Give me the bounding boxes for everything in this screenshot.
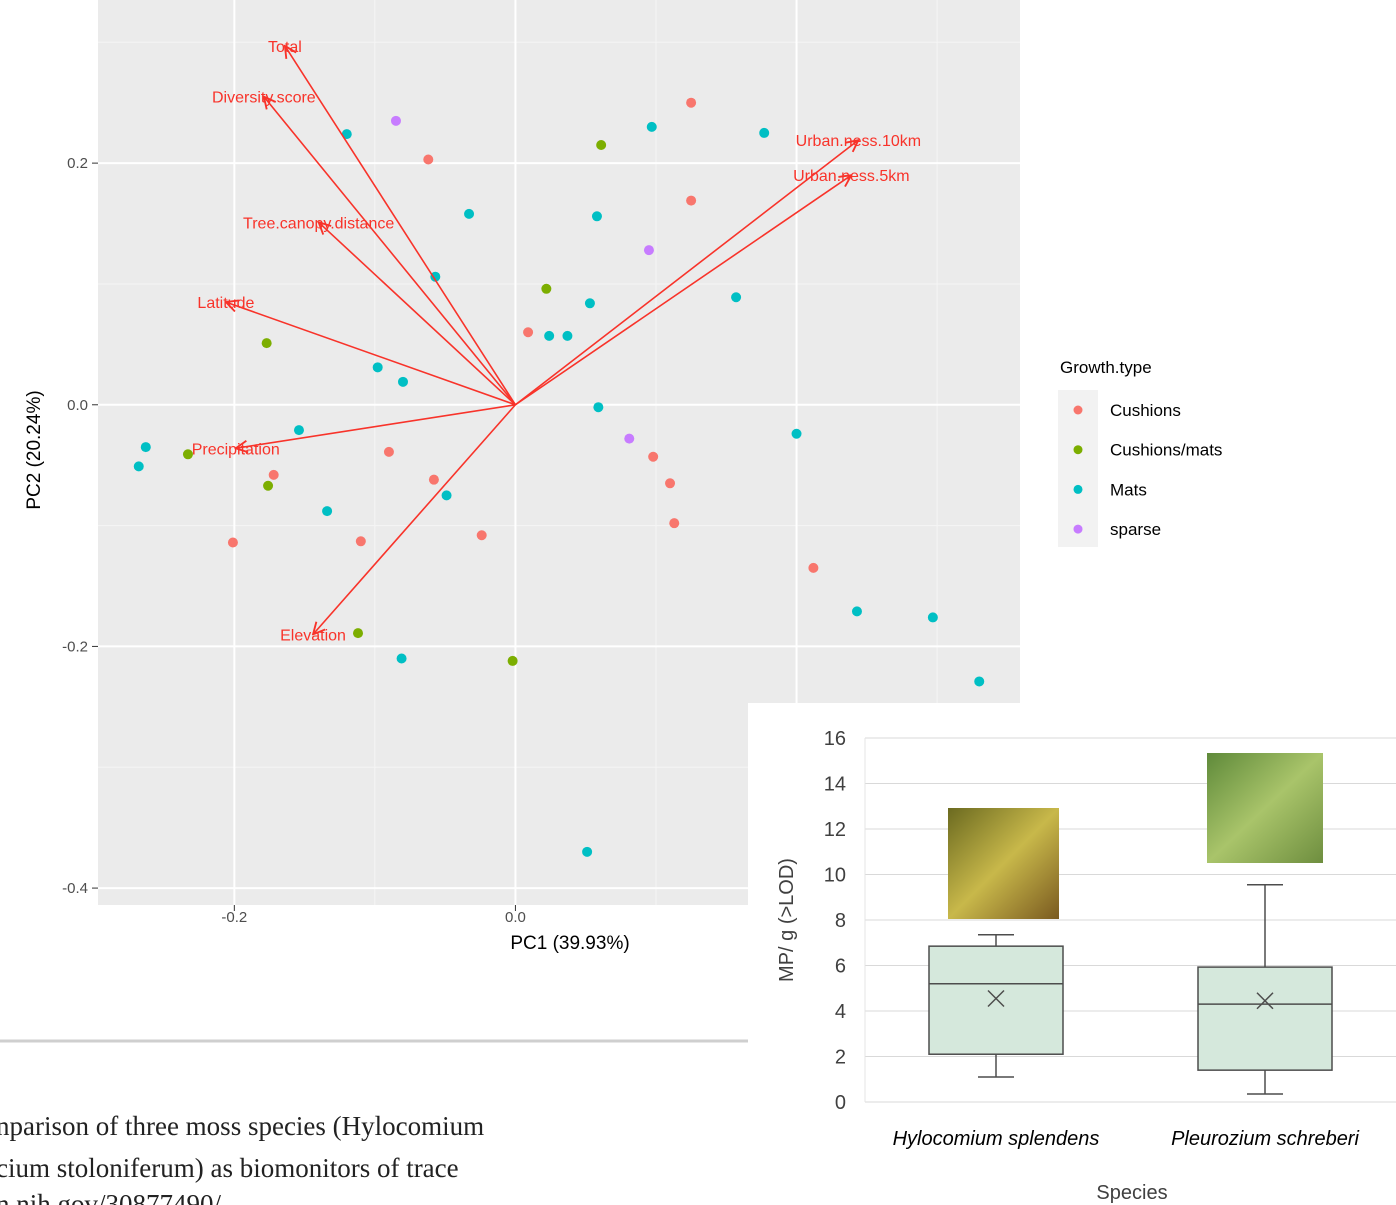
y-tick-label: 14 [824,774,846,796]
y-tick-label: 16 [824,728,846,750]
point [585,298,595,308]
y-tick-label: 12 [824,819,846,841]
point [373,362,383,372]
x-axis-title: PC1 (39.93%) [510,933,629,954]
point [356,536,366,546]
point [596,140,606,150]
point [397,654,407,664]
point [669,518,679,528]
loading-label: Elevation [280,627,346,644]
x-tick-label: 0.0 [505,909,526,926]
point [665,478,675,488]
y-tick-label: 2 [835,1047,846,1069]
point [928,612,938,622]
point [759,128,769,138]
y-tick-label: 0.2 [67,155,88,172]
point [384,447,394,457]
point [429,475,439,485]
point [593,402,603,412]
y-tick-label: -0.2 [62,638,88,655]
point [134,461,144,471]
legend-label: Mats [1110,480,1147,499]
point [541,284,551,294]
x-tick-label: Pleurozium schreberi [1171,1128,1359,1150]
point [648,452,658,462]
x-tick-label: Hylocomium splendens [893,1128,1100,1150]
loading-label: Total [268,39,302,56]
point [686,98,696,108]
legend-title: Growth.type [1060,358,1152,377]
x-tick-label: -0.2 [221,909,247,926]
y-tick-label: -0.4 [62,880,88,897]
x-axis-title: Species [1096,1182,1167,1204]
y-tick-label: 4 [835,1001,846,1023]
legend-swatch [1074,525,1083,534]
loading-label: Urban.ness.5km [793,168,910,185]
loading-label: Precipitation [192,441,280,458]
y-tick-label: 8 [835,910,846,932]
point [464,209,474,219]
point [269,470,279,480]
point [391,116,401,126]
point [592,211,602,221]
point [544,331,554,341]
point [792,429,802,439]
loading-label: Latitude [197,295,254,312]
y-tick-label: 0.0 [67,397,88,414]
photo [948,808,1059,919]
y-tick-label: 6 [835,956,846,978]
point [262,338,272,348]
point [228,538,238,548]
photo [1207,753,1323,863]
point [852,606,862,616]
caption-link[interactable]: n.nih.gov/30877490/ [0,1189,222,1205]
page: {"chart_data": [ {"type": "biplot", "x_l… [0,0,1396,1205]
y-axis-title: MP/ g (>LOD) [776,858,798,982]
box [1198,967,1332,1070]
point [647,122,657,132]
point [398,377,408,387]
y-tick-label: 10 [824,865,846,887]
y-axis-title: PC2 (20.24%) [24,390,45,509]
point [442,490,452,500]
point [808,563,818,573]
point [582,847,592,857]
point [731,292,741,302]
screenshot: nparison of three moss species (Hylocomi… [0,0,1396,1205]
point [624,434,634,444]
box [929,946,1063,1054]
legend-label: sparse [1110,520,1161,539]
point [263,481,273,491]
legend-swatch [1074,485,1083,494]
caption-line: nparison of three moss species (Hylocomi… [0,1111,484,1141]
point [322,506,332,516]
point [294,425,304,435]
point [523,327,533,337]
caption-line: cium stoloniferum) as biomonitors of tra… [0,1153,459,1183]
loading-label: Tree.canopy.distance [243,215,394,232]
loading-label: Urban.ness.10km [796,133,921,150]
y-tick-label: 0 [835,1092,846,1114]
point [508,656,518,666]
point [686,196,696,206]
legend-label: Cushions [1110,401,1181,420]
legend-label: Cushions/mats [1110,441,1222,460]
point [974,676,984,686]
point [423,154,433,164]
legend-swatch [1074,406,1083,415]
point [477,530,487,540]
point [141,442,151,452]
point [353,628,363,638]
point [562,331,572,341]
point [644,245,654,255]
loading-label: Diversity.score [212,90,316,107]
legend-swatch [1074,445,1083,454]
